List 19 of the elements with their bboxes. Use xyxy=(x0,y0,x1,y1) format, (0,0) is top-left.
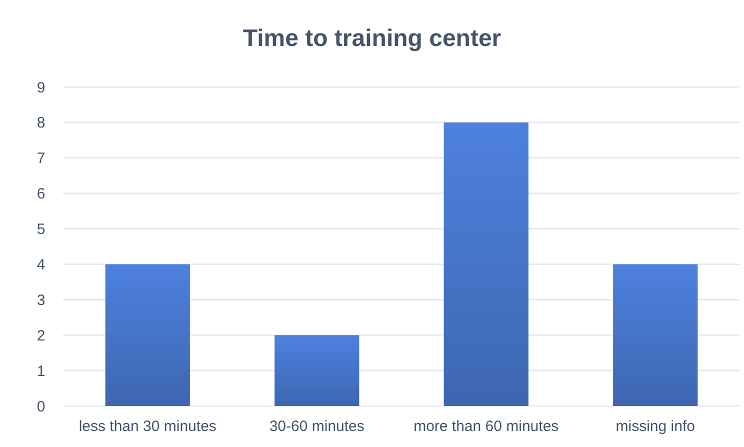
bar xyxy=(274,335,360,406)
y-tick-label: 0 xyxy=(36,398,46,416)
bar xyxy=(105,264,190,406)
chart-title: Time to training center xyxy=(242,25,502,52)
y-tick-label: 9 xyxy=(36,79,46,96)
y-tick-label: 4 xyxy=(36,256,46,274)
bar xyxy=(444,122,528,406)
y-tick-label: 7 xyxy=(36,150,46,168)
x-tick-label: less than 30 minutes xyxy=(78,418,216,435)
x-tick-label: 30-60 minutes xyxy=(269,418,364,435)
y-tick-label: 8 xyxy=(36,114,46,132)
y-tick-label: 1 xyxy=(36,362,46,380)
y-tick-label: 6 xyxy=(36,186,46,203)
x-tick-label: more than 60 minutes xyxy=(414,418,559,435)
bar xyxy=(613,264,698,406)
y-tick-label: 3 xyxy=(36,292,46,309)
x-tick-label: missing info xyxy=(616,418,695,435)
y-tick-label: 2 xyxy=(36,327,46,344)
y-tick-label: 5 xyxy=(36,221,46,238)
